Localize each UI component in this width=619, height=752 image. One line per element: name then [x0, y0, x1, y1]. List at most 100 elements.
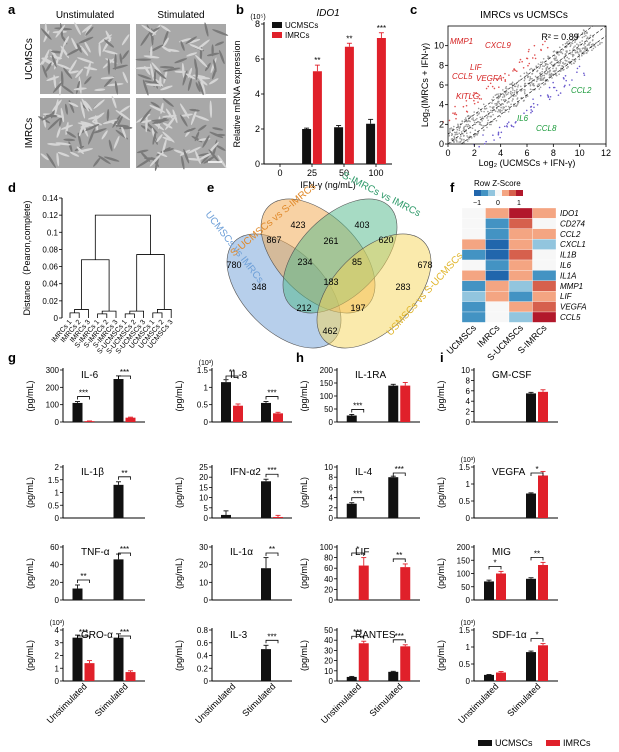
cell-texture	[141, 24, 157, 35]
scatter-point	[458, 127, 461, 130]
cell-texture	[160, 102, 164, 115]
scatter-point	[558, 61, 560, 64]
scatter-point-down	[576, 67, 579, 70]
scatter-point-down	[564, 74, 567, 77]
scatter-point	[503, 94, 506, 97]
cell-texture	[201, 154, 210, 164]
dendro-link	[152, 312, 163, 318]
sig-bracket	[118, 476, 131, 480]
y-tick-label: 1.5	[459, 463, 471, 472]
scatter-point	[569, 52, 572, 55]
scatter-point	[499, 95, 502, 98]
scatter-point	[459, 137, 461, 139]
scatter-point	[450, 134, 453, 137]
y-tick-label: 0	[329, 514, 334, 523]
scatter-point	[451, 137, 454, 140]
scatter-point	[510, 95, 513, 98]
scatter-point	[519, 75, 522, 77]
scatter-point	[458, 141, 460, 143]
scatter-point	[463, 138, 465, 141]
scatter-point	[550, 74, 552, 77]
scatter-point	[468, 138, 470, 140]
legend-ucmsc-label: UCMSCs	[495, 738, 533, 748]
sig-label: ***	[395, 465, 404, 474]
sig-label: **	[346, 34, 352, 43]
y-axis-label: (pg/mL)	[436, 477, 446, 508]
scatter-point	[495, 104, 498, 107]
scatter-point	[517, 84, 520, 86]
y-tick-label: 0.14	[42, 194, 58, 203]
scatter-point	[491, 98, 493, 101]
scatter-point	[573, 62, 575, 65]
y-tick-label: 0.8	[197, 626, 209, 635]
sig-label: **	[121, 469, 127, 478]
scatter-point	[465, 132, 468, 135]
scatter-point	[491, 102, 493, 104]
legend-swatch	[272, 32, 282, 38]
scatter-point	[511, 91, 514, 94]
cell-texture	[140, 108, 152, 123]
cell-texture	[162, 67, 181, 72]
venn-count: 197	[350, 303, 365, 313]
dendro-link	[124, 313, 135, 318]
scatter-point	[467, 136, 469, 139]
gene-label: IL6	[560, 261, 572, 270]
scatter-point-down	[512, 125, 515, 128]
scatter-point	[526, 73, 528, 75]
bar-imrcs-1	[538, 391, 548, 422]
heat-cell	[508, 270, 533, 281]
y-tick-label: 60	[324, 564, 333, 573]
scatter-point	[502, 89, 504, 91]
scatter-point	[549, 62, 552, 65]
scatter-point	[512, 105, 515, 107]
scatter-point	[584, 47, 586, 49]
sig-label: **	[80, 572, 86, 581]
chart-g8: 0 0.2 0.4 0.6 0.8 *** IL-3 (pg/mL) Unstimulated S…	[174, 626, 292, 726]
scatter-point	[449, 128, 451, 130]
y-tick-label: 15	[199, 483, 208, 492]
panel-letter: e	[207, 180, 214, 195]
cell-texture	[209, 100, 213, 118]
cell-texture	[63, 36, 70, 47]
x-tick-label: 12	[601, 148, 611, 158]
sig-label: ***	[353, 490, 362, 499]
bar-imrcs-2	[344, 46, 354, 164]
scatter-point	[505, 94, 508, 96]
cell-texture	[113, 135, 120, 149]
cell-texture	[77, 122, 95, 127]
y-axis-label: (pg/mL)	[299, 558, 309, 589]
scale-title: Row Z-Score	[474, 179, 521, 188]
y-tick-label: 30	[199, 543, 208, 552]
bar-ucmscs-1	[388, 671, 399, 681]
scatter-point-down	[548, 86, 551, 89]
cell-texture	[80, 101, 86, 119]
scatter-point	[489, 105, 491, 108]
venn-count: 620	[378, 235, 393, 245]
row-label: UCMSCs	[24, 38, 35, 80]
y-tick-label: 200	[320, 366, 334, 375]
scatter-point-up	[526, 57, 529, 60]
cell-texture	[160, 85, 173, 91]
bar-ucmscs-0	[484, 674, 494, 681]
scatter-point	[464, 118, 466, 121]
bar-imrcs-1	[538, 565, 548, 600]
scatter-point	[554, 70, 556, 73]
scatter-point	[558, 64, 561, 67]
y-tick-label: 8	[329, 473, 334, 482]
scatter-point	[485, 107, 488, 110]
cell-texture	[69, 70, 79, 74]
scatter-point	[499, 111, 502, 114]
upper-bound	[447, 25, 594, 135]
scatter-point-down	[533, 106, 535, 109]
cell-texture	[67, 59, 77, 75]
y-tick-label: 1	[204, 383, 209, 392]
column-label: Stimulated	[157, 10, 204, 21]
scatter-point	[523, 91, 526, 93]
y-tick-label: 300	[46, 366, 60, 375]
sig-bracket	[118, 552, 131, 556]
scatter-point	[525, 96, 527, 98]
y-tick-label: 8	[439, 60, 444, 70]
scatter-point	[568, 40, 570, 42]
scatter-point	[490, 109, 492, 112]
